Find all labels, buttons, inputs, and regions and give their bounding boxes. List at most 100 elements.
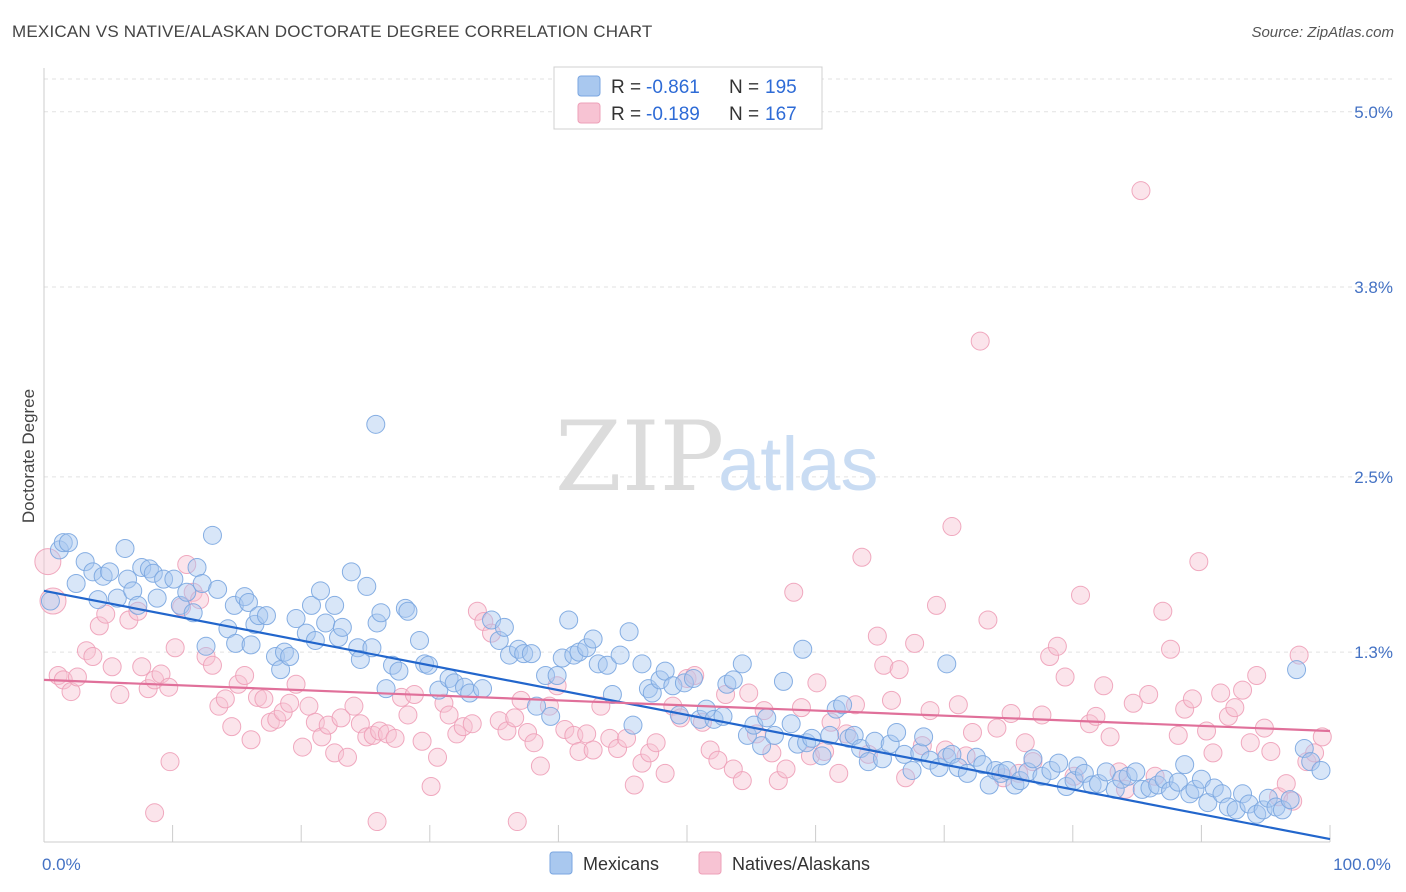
natives-point-45 (331, 708, 351, 728)
natives-point-131 (962, 722, 982, 742)
natives-point-66 (474, 611, 494, 631)
natives-point-149 (1100, 727, 1120, 747)
trend-line-mexicans (43, 589, 1331, 841)
legend-r-value-1: -0.861 (646, 77, 700, 98)
natives-point-125 (920, 701, 940, 721)
mexicans-point-154 (1041, 760, 1061, 780)
mexicans-point-94 (623, 715, 643, 735)
axes (43, 68, 1331, 843)
mexicans-point-34 (241, 635, 261, 655)
mexicans-point-161 (1089, 774, 1109, 794)
mexicans-point-132 (887, 722, 907, 742)
mexicans-point-20 (164, 569, 184, 589)
mexicans-point-46 (310, 581, 330, 601)
mexicans-point-17 (143, 563, 163, 583)
natives-point-51 (370, 721, 390, 741)
natives-point-64 (462, 714, 482, 734)
mexicans-point-79 (527, 696, 547, 716)
natives-point-129 (948, 695, 968, 715)
mexicans-point-50 (332, 617, 352, 637)
mexicans-point-3 (58, 533, 78, 553)
mexicans-point-83 (552, 648, 572, 668)
mexicans-point-51 (341, 562, 361, 582)
mexicans-point-77 (514, 644, 534, 664)
mexicans-point-80 (536, 666, 556, 686)
natives-point-168 (1240, 733, 1260, 753)
natives-point-175 (1289, 645, 1309, 665)
mexicans-point-182 (1233, 784, 1253, 804)
bottom-legend-mexicans: Mexicans (583, 854, 659, 874)
y-tick-labels: 1.3% 2.5% 3.8% 5.0% (1354, 103, 1393, 662)
natives-point-89 (646, 733, 666, 753)
mexicans-point-88 (583, 629, 603, 649)
mexicans-point-24 (187, 557, 207, 577)
mexicans-point-185 (1253, 800, 1273, 820)
natives-point-134 (987, 718, 1007, 738)
natives-point-44 (325, 743, 345, 763)
mexicans-point-188 (1272, 800, 1292, 820)
mexicans-point-114 (757, 708, 777, 728)
natives-point-122 (896, 768, 916, 788)
mexicans-point-48 (325, 595, 345, 615)
natives-point-59 (428, 747, 448, 767)
legend-r-value-2: -0.189 (646, 104, 700, 125)
mexicans-point-27 (202, 525, 222, 545)
mexicans-point-12 (118, 569, 138, 589)
mexicans-point-136 (914, 727, 934, 747)
mexicans-point-13 (123, 581, 143, 601)
natives-point-7 (83, 647, 103, 667)
mexicans-point-28 (208, 579, 228, 599)
natives-point-26 (209, 696, 229, 716)
mexicans-point-122 (820, 725, 840, 745)
natives-point-68 (489, 711, 509, 731)
mexicans-point-61 (395, 598, 415, 618)
natives-point-67 (482, 623, 502, 643)
mexicans-point-22 (177, 582, 197, 602)
natives-point-101 (739, 683, 759, 703)
bottom-legend-swatch-mexicans (549, 851, 573, 875)
natives-point-121 (889, 660, 909, 680)
x-tick-labels: 0.0% 100.0% (42, 855, 1391, 874)
mexicans-point-183 (1239, 794, 1259, 814)
mexicans-point-32 (235, 587, 255, 607)
mexicans-point-63 (410, 630, 430, 650)
mexicans-point-0 (40, 591, 60, 611)
mexicans-point-102 (674, 673, 694, 693)
natives-point-30 (235, 666, 255, 686)
natives-point-33 (254, 689, 274, 709)
mexicans-point-82 (547, 666, 567, 686)
mexicans-point-175 (1185, 779, 1205, 799)
natives-point-152 (1123, 693, 1143, 713)
natives-point-113 (829, 763, 849, 783)
bottom-legend: Mexicans Natives/Alaskans (549, 851, 870, 875)
natives-point-163 (1203, 743, 1223, 763)
natives-point-86 (624, 775, 644, 795)
natives-point-140 (1032, 705, 1052, 725)
legend-swatch-natives (577, 102, 601, 124)
watermark-zip: ZIP (555, 401, 724, 513)
mexicans-point-173 (1175, 755, 1195, 775)
mexicans-point-14 (128, 595, 148, 615)
natives-point-11 (110, 685, 130, 705)
mexicans-point-4 (66, 574, 86, 594)
natives-point-180 (160, 752, 180, 772)
natives-point-9 (96, 604, 116, 624)
natives-point-42 (312, 727, 332, 747)
y-tick-label-3: 5.0% (1354, 103, 1393, 122)
natives-point-39 (292, 737, 312, 757)
natives-point-143 (1055, 667, 1075, 687)
natives-point-25 (202, 655, 222, 675)
chart-title: MEXICAN VS NATIVE/ALASKAN DOCTORATE DEGR… (12, 22, 653, 41)
x-tick-label-1: 100.0% (1333, 855, 1391, 874)
top-legend: R = -0.861 N = 195 R = -0.189 N = 167 (553, 66, 823, 130)
mexicans-point-99 (655, 661, 675, 681)
natives-point-31 (241, 730, 261, 750)
legend-r-label-1: R = (611, 77, 641, 98)
mexicans-point-98 (650, 670, 670, 690)
mexicans-point-109 (723, 670, 743, 690)
mexicans-point-189 (1280, 790, 1300, 810)
mexicans-point-178 (1204, 778, 1224, 798)
mexicans-point-41 (280, 647, 300, 667)
natives-point-182 (507, 812, 527, 832)
